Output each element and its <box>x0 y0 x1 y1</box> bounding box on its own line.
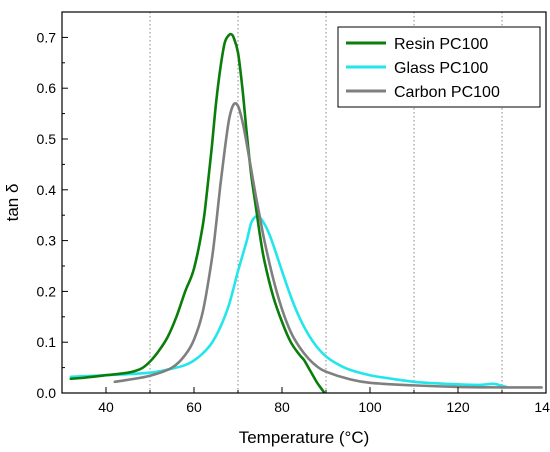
legend-label-resin: Resin PC100 <box>394 36 488 53</box>
y-tick-label: 0.1 <box>37 334 57 350</box>
x-axis: 40 60 80 100 120 140 <box>61 387 550 415</box>
x-tick-label: 80 <box>274 399 290 415</box>
x-tick-label: 100 <box>358 399 382 415</box>
y-tick-label: 0.7 <box>37 29 57 45</box>
y-tick-label: 0.2 <box>37 283 57 299</box>
series-line-glass <box>69 215 508 389</box>
y-tick-label: 0.3 <box>37 233 57 249</box>
x-axis-title: Temperature (°C) <box>239 428 370 447</box>
legend-label-carbon: Carbon PC100 <box>394 84 500 101</box>
series-line-carbon <box>113 101 543 389</box>
legend: Resin PC100 Glass PC100 Carbon PC100 <box>337 26 541 108</box>
plot-frame <box>61 11 547 394</box>
x-tick-label: 60 <box>186 399 202 415</box>
y-tick-label: 0.5 <box>37 131 57 147</box>
series-line-resin <box>69 32 326 394</box>
series-layer <box>69 32 543 394</box>
legend-label-glass: Glass PC100 <box>394 60 488 77</box>
legend-item-resin: Resin PC100 <box>346 36 488 53</box>
legend-item-glass: Glass PC100 <box>346 60 488 77</box>
x-tick-label: 140 <box>534 399 550 415</box>
x-tick-label: 40 <box>98 399 114 415</box>
reference-lines <box>149 12 503 393</box>
y-tick-label: 0.4 <box>37 182 57 198</box>
y-axis-title: tan δ <box>3 184 22 222</box>
y-axis: 0.0 0.1 0.2 0.3 0.4 0.5 0.6 0.7 <box>37 29 68 401</box>
legend-item-carbon: Carbon PC100 <box>346 84 500 101</box>
y-tick-label: 0.0 <box>37 385 57 401</box>
x-tick-label: 120 <box>446 399 470 415</box>
y-tick-label: 0.6 <box>37 80 57 96</box>
